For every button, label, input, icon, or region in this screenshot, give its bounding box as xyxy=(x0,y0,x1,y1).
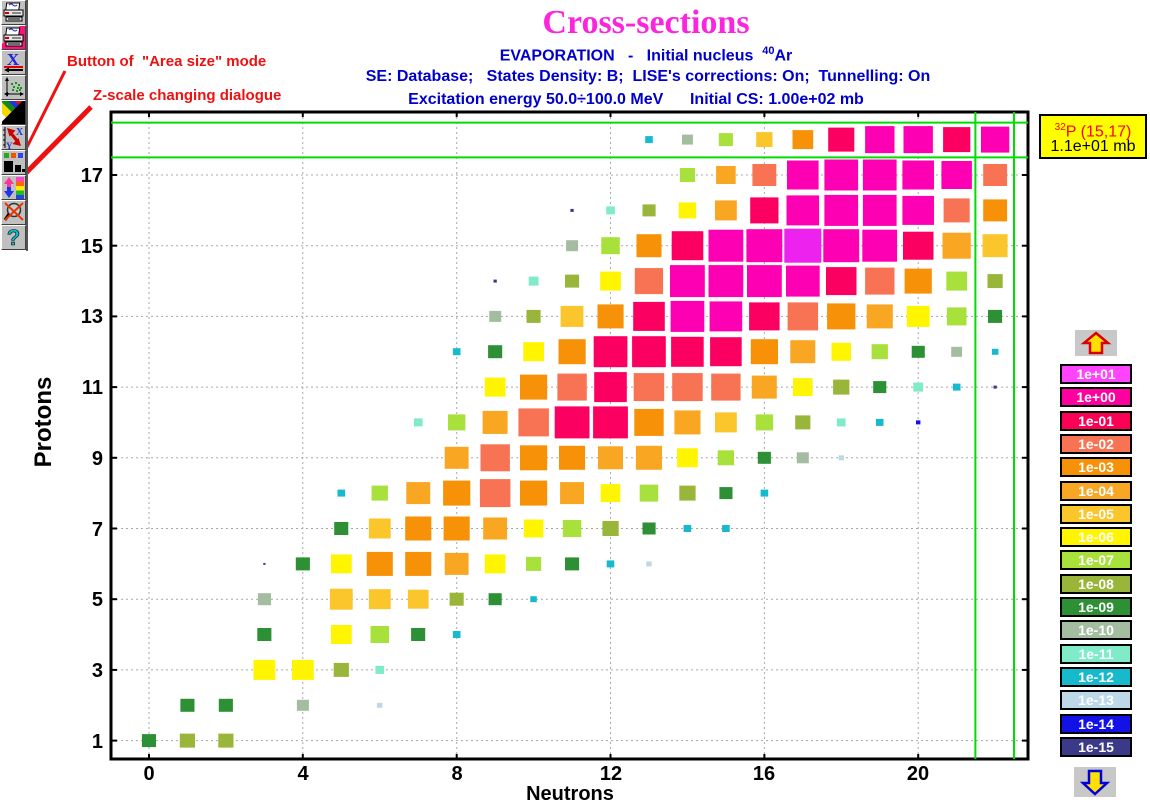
svg-text:11: 11 xyxy=(82,377,103,399)
svg-text:13: 13 xyxy=(81,306,103,328)
svg-text:0: 0 xyxy=(143,763,154,785)
svg-text:1: 1 xyxy=(92,731,103,753)
svg-text:?: ? xyxy=(7,226,20,249)
svg-text:12: 12 xyxy=(600,763,622,785)
svg-text:Y: Y xyxy=(6,141,13,149)
svg-text:X: X xyxy=(16,127,24,138)
svg-text:16: 16 xyxy=(753,763,775,785)
svg-text:8: 8 xyxy=(451,763,462,785)
svg-text:9: 9 xyxy=(92,448,103,470)
svg-text:5: 5 xyxy=(92,589,103,611)
svg-text:3: 3 xyxy=(92,660,103,682)
svg-text:20: 20 xyxy=(907,763,929,785)
svg-text:X: X xyxy=(7,51,20,69)
svg-text:17: 17 xyxy=(81,165,103,187)
svg-text:15: 15 xyxy=(81,236,103,258)
svg-text:4: 4 xyxy=(297,763,309,785)
svg-text:7: 7 xyxy=(92,519,103,541)
